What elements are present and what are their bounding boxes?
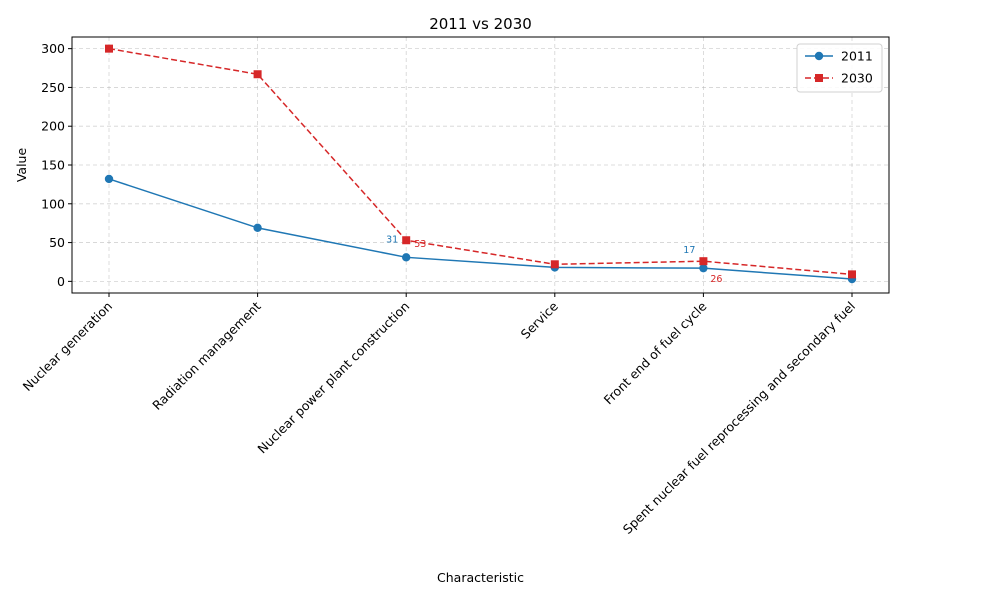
legend-label: 2011 [841,49,873,64]
data-point [104,174,114,184]
series-2030 [105,44,856,279]
x-tick-label: Nuclear generation [20,299,116,395]
annotations: 31 53 17 26 [386,234,722,285]
series-2011 [104,174,857,284]
data-point [699,263,708,273]
x-tick-label: Service [518,298,561,341]
x-tick-label: Radiation management [149,298,263,412]
legend-item-2030: 2030 [805,71,873,86]
data-point [848,270,856,279]
x-tick-label: Nuclear power plant construction [254,299,412,457]
x-tick-label: Spent nuclear fuel reprocessing and seco… [620,299,858,537]
series-2011-line [108,178,853,280]
data-point [105,44,113,53]
y-tick-label: 250 [41,80,65,95]
x-axis-label: Characteristic [437,570,524,585]
data-point [402,253,411,262]
series-2030-line [108,47,853,276]
y-tick-label: 100 [41,196,65,211]
series [104,44,857,284]
grid [72,37,889,293]
y-tick-label: 50 [49,235,65,250]
data-point [550,260,559,269]
y-tick-label: 0 [57,274,65,289]
y-tick-label: 300 [41,41,65,56]
legend-item-2011: 2011 [805,49,873,64]
legend-marker [814,51,824,61]
legend: 2011 2030 [796,43,883,93]
y-tick-label: 200 [41,119,65,134]
x-tick-label: Front end of fuel cycle [601,298,710,407]
data-label: 26 [710,274,722,285]
y-axis-ticks: 0 50 100 150 200 250 300 [41,41,72,289]
data-label: 53 [414,239,426,250]
legend-marker [815,74,823,82]
data-label: 31 [386,234,398,245]
y-tick-label: 150 [41,158,65,173]
legend-label: 2030 [841,71,873,86]
data-point [253,223,262,233]
chart-title: 2011 vs 2030 [429,15,532,33]
data-point [699,257,708,266]
data-point [402,236,411,245]
data-point [253,70,262,79]
y-axis-label: Value [14,148,29,183]
data-label: 17 [683,245,695,256]
x-axis-ticks: Nuclear generation Radiation managementNu… [20,293,858,537]
